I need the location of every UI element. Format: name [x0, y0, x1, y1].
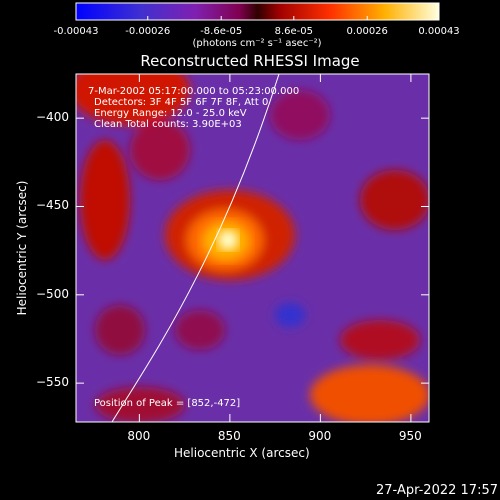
blue-blob	[275, 303, 305, 327]
annotation-time: 7-Mar-2002 05:17:00.000 to 05:23:00.000	[88, 86, 300, 97]
annotation-peak: Position of Peak = [852,-472]	[94, 398, 241, 409]
colorbar	[75, 2, 440, 21]
red-blob	[76, 74, 190, 125]
y-tick-label: −400	[36, 110, 69, 125]
y-tick-label: −550	[36, 375, 69, 390]
colorbar-unit: (photons cm⁻² s⁻¹ asec⁻²)	[192, 38, 322, 49]
colorbar-tick-label: -8.6e-05	[200, 26, 243, 37]
x-tick-label: 900	[308, 429, 332, 443]
annotation-energy: Energy Range: 12.0 - 25.0 keV	[94, 108, 247, 119]
x-tick-label: 850	[217, 429, 241, 443]
x-tick-label: 950	[398, 429, 422, 443]
red-blob	[175, 310, 225, 350]
footer-date: 27-Apr-2022 17:57	[376, 483, 498, 498]
red-blob	[130, 120, 190, 180]
red-blob	[270, 90, 330, 140]
red-blob	[80, 140, 130, 260]
plot-frame	[75, 73, 430, 423]
chart-title: Reconstructed RHESSI Image	[140, 52, 360, 70]
y-axis-label: Heliocentric Y (arcsec)	[15, 180, 29, 316]
annotation-detectors: Detectors: 3F 4F 5F 6F 7F 8F, Att 0	[94, 97, 269, 108]
colorbar-tick-label: 8.6e-05	[274, 26, 313, 37]
colorbar-tick-label: -0.00026	[125, 26, 171, 37]
red-blob	[340, 320, 420, 360]
solar-limb	[111, 74, 280, 422]
x-tick-label: 800	[127, 429, 151, 443]
y-tick-label: −500	[36, 286, 69, 301]
y-tick-label: −450	[36, 198, 69, 213]
orange-blob	[310, 365, 429, 422]
colorbar-gradient	[75, 2, 440, 21]
red-blob	[360, 170, 429, 230]
axis-ticks	[76, 74, 429, 422]
annotation-clean: Clean Total counts: 3.90E+03	[94, 119, 242, 130]
colorbar-tick-label: 0.00043	[418, 26, 460, 37]
x-axis-label: Heliocentric X (arcsec)	[174, 446, 310, 460]
colorbar-ticks	[75, 16, 440, 20]
colorbar-tick-label: -0.00043	[53, 26, 99, 37]
red-blob	[95, 305, 145, 355]
colorbar-tick-label: 0.00026	[346, 26, 388, 37]
white-core	[218, 230, 238, 250]
